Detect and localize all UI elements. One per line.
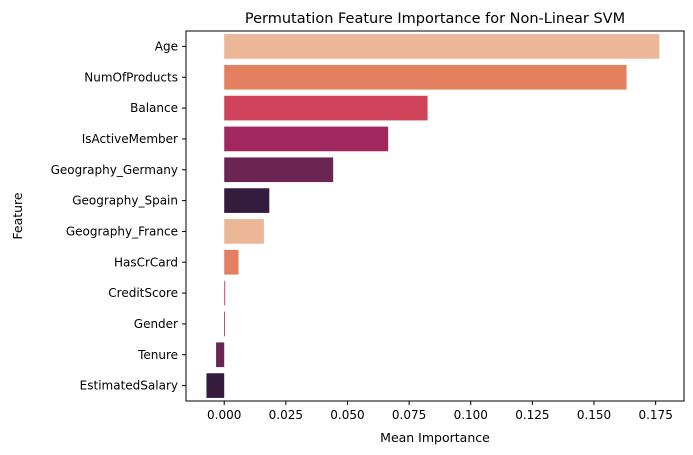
- y-tick-label: EstimatedSalary: [80, 379, 178, 393]
- x-tick-label: 0.175: [638, 408, 672, 422]
- bar-Geography_France: [224, 219, 264, 244]
- bar-EstimatedSalary: [206, 373, 225, 398]
- x-tick-label: 0.150: [577, 408, 611, 422]
- bar-Gender: [224, 311, 226, 337]
- bar-Age: [224, 34, 660, 59]
- x-axis-label: Mean Importance: [380, 430, 490, 445]
- y-tick-label: IsActiveMember: [82, 132, 178, 146]
- x-tick-label: 0.125: [515, 408, 549, 422]
- bar-IsActiveMember: [224, 126, 389, 152]
- y-tick-label: Age: [155, 39, 178, 53]
- y-tick-label: Tenure: [137, 348, 178, 362]
- bar-Balance: [224, 95, 428, 121]
- y-tick-label: HasCrCard: [114, 255, 178, 269]
- y-tick-label: Balance: [130, 101, 178, 115]
- bar-Geography_Germany: [224, 157, 334, 183]
- x-tick-label: 0.100: [454, 408, 488, 422]
- y-tick-label: Gender: [134, 317, 178, 331]
- y-axis-ticks: Age NumOfProducts Balance IsActiveMember Geo…: [51, 39, 186, 393]
- bars-group: [206, 34, 660, 398]
- y-tick-label: Geography_France: [66, 224, 178, 238]
- y-tick-label: NumOfProducts: [84, 70, 178, 84]
- bar-NumOfProducts: [224, 64, 627, 90]
- bar-Geography_Spain: [224, 188, 270, 213]
- chart-title: Permutation Feature Importance for Non-L…: [245, 11, 625, 27]
- x-tick-label: 0.025: [269, 408, 303, 422]
- y-tick-label: CreditScore: [108, 286, 178, 300]
- x-tick-label: 0.050: [330, 408, 364, 422]
- x-tick-label: 0.075: [392, 408, 426, 422]
- plot-frame: [185, 30, 685, 402]
- bar-CreditScore: [224, 280, 226, 306]
- x-tick-label: 0.000: [207, 408, 241, 422]
- y-axis-label: Feature: [10, 192, 25, 240]
- y-tick-label: Geography_Germany: [51, 163, 178, 177]
- bar-HasCrCard: [224, 249, 239, 275]
- x-axis-ticks: 0.000 0.025 0.050 0.075 0.100 0.125 0.150 0.175: [207, 401, 673, 422]
- bar-Tenure: [216, 342, 225, 368]
- y-tick-label: Geography_Spain: [72, 194, 178, 208]
